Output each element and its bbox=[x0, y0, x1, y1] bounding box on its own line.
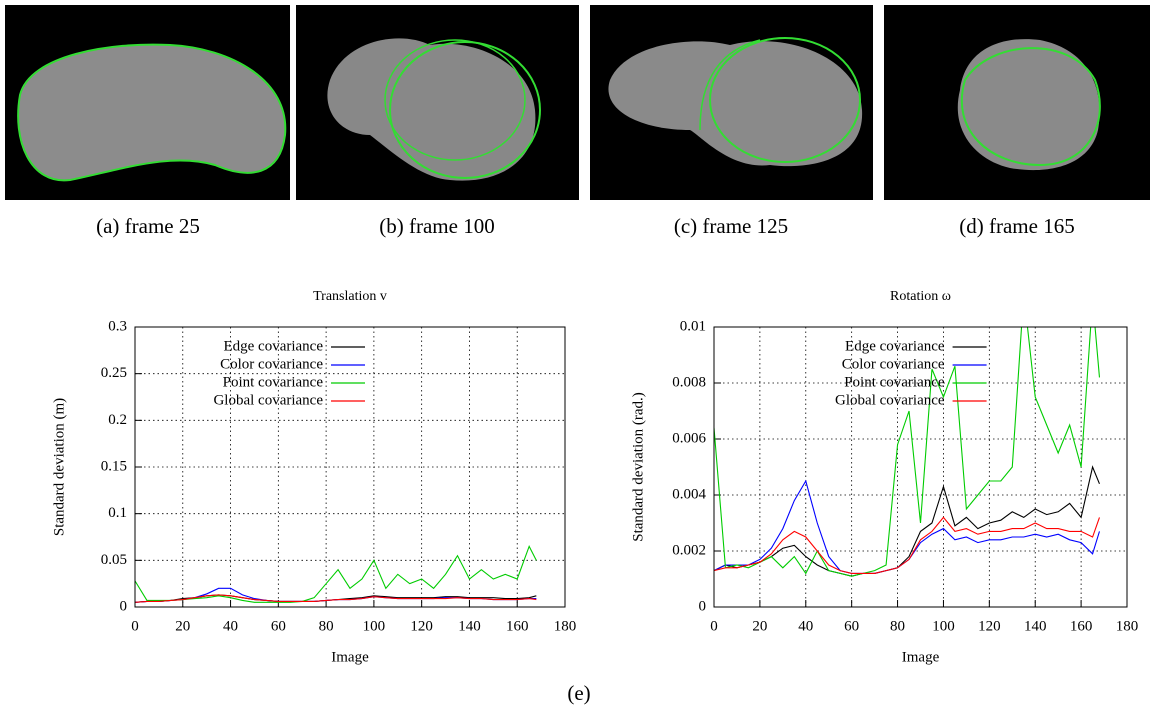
x-tick-label: 20 bbox=[752, 618, 767, 634]
y-tick-label: 0.01 bbox=[680, 318, 706, 334]
x-tick-label: 60 bbox=[271, 618, 286, 634]
x-tick-label: 20 bbox=[175, 618, 190, 634]
y-axis-label: Standard deviation (m) bbox=[51, 398, 67, 536]
x-tick-label: 160 bbox=[1070, 618, 1093, 634]
photo-d bbox=[884, 5, 1150, 200]
y-tick-label: 0.25 bbox=[101, 365, 127, 381]
caption: (b) frame 100 bbox=[379, 214, 494, 238]
x-tick-label: 160 bbox=[506, 618, 529, 634]
x-tick-label: 140 bbox=[1024, 618, 1047, 634]
data-line bbox=[135, 594, 537, 603]
photo-a bbox=[5, 5, 290, 200]
y-tick-label: 0.008 bbox=[672, 374, 706, 390]
y-tick-label: 0 bbox=[699, 598, 707, 614]
plot-frame bbox=[134, 326, 566, 608]
legend-label: Point covariance bbox=[844, 374, 945, 390]
x-tick-label: 180 bbox=[554, 618, 577, 634]
photo-c bbox=[590, 5, 873, 200]
chart-title: Translation v bbox=[313, 289, 387, 304]
legend-label: Global covariance bbox=[213, 392, 323, 408]
figure-label: (e) bbox=[567, 681, 590, 705]
plot-area bbox=[714, 327, 1101, 577]
data-line bbox=[714, 465, 1100, 577]
x-tick-label: 140 bbox=[458, 618, 481, 634]
x-tick-label: 80 bbox=[319, 618, 334, 634]
y-tick-label: 0.3 bbox=[108, 318, 127, 334]
data-line bbox=[714, 327, 1101, 577]
y-tick-label: 0.15 bbox=[101, 458, 127, 474]
legend-label: Point covariance bbox=[223, 374, 324, 390]
x-tick-label: 180 bbox=[1116, 618, 1139, 634]
chart-title: Rotation ω bbox=[890, 289, 951, 304]
x-tick-label: 0 bbox=[710, 618, 718, 634]
caption: (d) frame 165 bbox=[959, 214, 1074, 238]
x-tick-label: 60 bbox=[844, 618, 859, 634]
y-tick-label: 0.004 bbox=[672, 486, 706, 502]
y-tick-label: 0.1 bbox=[108, 505, 127, 521]
y-tick-label: 0.05 bbox=[101, 552, 127, 568]
x-tick-label: 100 bbox=[363, 618, 386, 634]
legend-label: Edge covariance bbox=[845, 338, 945, 354]
legend-label: Color covariance bbox=[220, 356, 323, 372]
y-tick-label: 0.2 bbox=[108, 412, 127, 428]
plot-frame bbox=[713, 326, 1128, 608]
photo-b bbox=[296, 5, 579, 200]
plot-area bbox=[135, 544, 537, 603]
y-tick-label: 0 bbox=[120, 598, 128, 614]
x-tick-label: 80 bbox=[890, 618, 905, 634]
x-tick-label: 40 bbox=[223, 618, 238, 634]
x-tick-label: 100 bbox=[932, 618, 955, 634]
data-line bbox=[135, 544, 537, 603]
x-tick-label: 0 bbox=[131, 618, 139, 634]
caption: (c) frame 125 bbox=[674, 214, 788, 238]
legend-label: Edge covariance bbox=[223, 338, 323, 354]
y-tick-label: 0.006 bbox=[672, 430, 706, 446]
legend-label: Color covariance bbox=[842, 356, 945, 372]
y-axis-label: Standard deviation (rad.) bbox=[630, 392, 646, 542]
x-axis-label: Image bbox=[331, 649, 369, 665]
data-line bbox=[714, 516, 1100, 574]
legend-label: Global covariance bbox=[835, 392, 945, 408]
x-tick-label: 120 bbox=[978, 618, 1001, 634]
x-tick-label: 120 bbox=[410, 618, 433, 634]
x-axis-label: Image bbox=[902, 649, 940, 665]
caption: (a) frame 25 bbox=[96, 214, 200, 238]
x-tick-label: 40 bbox=[798, 618, 813, 634]
y-tick-label: 0.002 bbox=[672, 542, 706, 558]
